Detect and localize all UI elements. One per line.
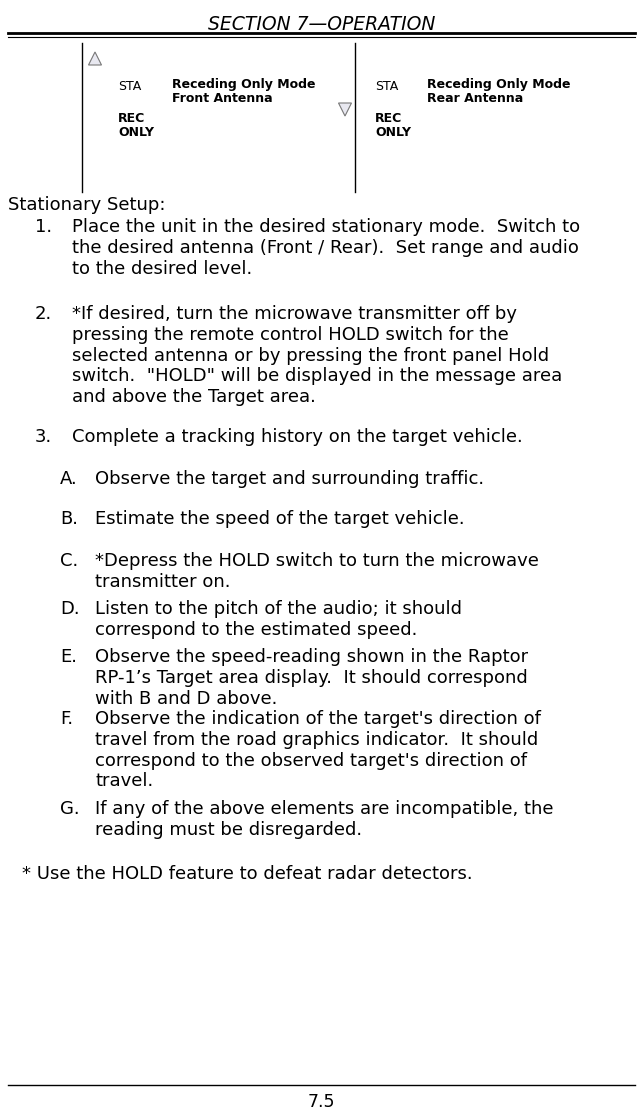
Text: STA: STA bbox=[118, 80, 141, 93]
Text: SECTION 7—OPERATION: SECTION 7—OPERATION bbox=[208, 14, 435, 33]
Text: REC: REC bbox=[118, 112, 145, 125]
Text: G.: G. bbox=[60, 799, 80, 818]
Text: B.: B. bbox=[60, 510, 78, 529]
Text: Estimate the speed of the target vehicle.: Estimate the speed of the target vehicle… bbox=[95, 510, 465, 529]
Text: Receding Only Mode: Receding Only Mode bbox=[172, 78, 316, 91]
Text: 1.: 1. bbox=[35, 219, 52, 236]
Text: 2.: 2. bbox=[35, 306, 52, 323]
Text: *Depress the HOLD switch to turn the microwave
transmitter on.: *Depress the HOLD switch to turn the mic… bbox=[95, 552, 539, 591]
Text: ONLY: ONLY bbox=[118, 126, 154, 139]
Text: E.: E. bbox=[60, 648, 77, 666]
Text: Receding Only Mode: Receding Only Mode bbox=[427, 78, 570, 91]
Text: Stationary Setup:: Stationary Setup: bbox=[8, 196, 165, 214]
Text: Front Antenna: Front Antenna bbox=[172, 93, 273, 105]
Text: D.: D. bbox=[60, 600, 80, 618]
Text: STA: STA bbox=[375, 80, 398, 93]
Text: A.: A. bbox=[60, 471, 78, 488]
Text: Observe the speed-reading shown in the Raptor
RP-1’s Target area display.  It sh: Observe the speed-reading shown in the R… bbox=[95, 648, 528, 708]
Text: *If desired, turn the microwave transmitter off by
pressing the remote control H: *If desired, turn the microwave transmit… bbox=[72, 306, 562, 406]
Text: 3.: 3. bbox=[35, 428, 52, 446]
Text: F.: F. bbox=[60, 710, 73, 728]
Text: Place the unit in the desired stationary mode.  Switch to
the desired antenna (F: Place the unit in the desired stationary… bbox=[72, 219, 580, 278]
Polygon shape bbox=[338, 103, 352, 116]
Text: REC: REC bbox=[375, 112, 403, 125]
Polygon shape bbox=[89, 52, 102, 65]
Text: * Use the HOLD feature to defeat radar detectors.: * Use the HOLD feature to defeat radar d… bbox=[22, 865, 473, 883]
Text: If any of the above elements are incompatible, the
reading must be disregarded.: If any of the above elements are incompa… bbox=[95, 799, 554, 838]
Text: Observe the target and surrounding traffic.: Observe the target and surrounding traff… bbox=[95, 471, 484, 488]
Text: 7.5: 7.5 bbox=[308, 1093, 335, 1111]
Text: C.: C. bbox=[60, 552, 78, 570]
Text: Rear Antenna: Rear Antenna bbox=[427, 93, 523, 105]
Text: Observe the indication of the target's direction of
travel from the road graphic: Observe the indication of the target's d… bbox=[95, 710, 541, 791]
Text: Complete a tracking history on the target vehicle.: Complete a tracking history on the targe… bbox=[72, 428, 523, 446]
Text: ONLY: ONLY bbox=[375, 126, 411, 139]
Text: Listen to the pitch of the audio; it should
correspond to the estimated speed.: Listen to the pitch of the audio; it sho… bbox=[95, 600, 462, 639]
